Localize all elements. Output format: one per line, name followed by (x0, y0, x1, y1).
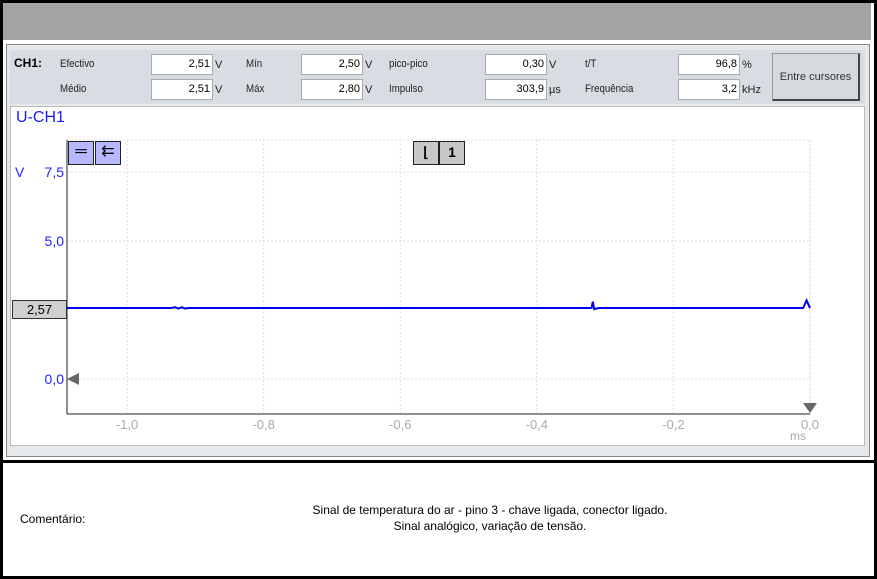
measure-value: 2,50 (301, 54, 363, 75)
measure-unit: kHz (742, 84, 761, 96)
measure-value: 2,80 (301, 79, 363, 100)
measure-unit: V (215, 59, 223, 71)
between-cursors-button[interactable]: Entre cursores (772, 53, 860, 101)
falling-edge-trigger-icon[interactable]: ⌊ (413, 141, 439, 165)
signal-trace (67, 297, 811, 311)
y-axis-unit: V (15, 164, 25, 180)
measure-unit: V (215, 84, 223, 96)
measure-label: Efectivo (60, 58, 95, 70)
title-bar (3, 3, 871, 40)
comment-section (3, 460, 874, 576)
channel-label: CH1: (14, 56, 43, 70)
y-tick-label: 0,0 (45, 371, 65, 387)
plot-title: U-CH1 (16, 109, 65, 126)
comment-line-2: Sinal analógico, variação de tensão. (393, 519, 587, 533)
measure-label: pico-pico (389, 58, 428, 70)
measure-value: 2,51 (151, 54, 213, 75)
measure-unit: V (365, 84, 373, 96)
zero-level-marker-icon (67, 372, 79, 385)
comment-line-1: Sinal de temperatura do ar - pino 3 - ch… (312, 503, 668, 517)
measure-label: t/T (585, 58, 597, 70)
measure-label: Impulso (389, 83, 423, 95)
measure-unit: V (549, 59, 557, 71)
y-tick-label: 5,0 (45, 233, 65, 249)
comment-text: Sinal de temperatura do ar - pino 3 - ch… (250, 502, 730, 534)
measure-unit: µs (549, 84, 561, 96)
measure-value: 303,9 (485, 79, 547, 100)
comment-label: Comentário: (20, 512, 86, 526)
x-tick-label: 0,0 (801, 417, 819, 432)
measure-value: 96,8 (678, 54, 740, 75)
measure-label: Médio (60, 83, 87, 95)
measure-unit: V (365, 59, 373, 71)
x-tick-label: -0,2 (662, 417, 684, 432)
measure-value: 0,30 (485, 54, 547, 75)
x-tick-label: -0,6 (389, 417, 411, 432)
measure-value: 2,51 (151, 79, 213, 100)
measure-value: 3,2 (678, 79, 740, 100)
measure-label: Mín (246, 58, 263, 70)
x-tick-label: -0,8 (252, 417, 274, 432)
trigger-position-marker-icon (803, 403, 817, 413)
measure-label: Frequência (585, 83, 634, 95)
x-axis-unit: ms (790, 429, 806, 443)
horizontal-lines-icon[interactable]: ═ (68, 141, 94, 165)
x-tick-label: -1,0 (116, 417, 138, 432)
y-tick-label: 7,5 (45, 164, 65, 180)
measure-unit: % (742, 59, 752, 71)
trigger-channel-button[interactable]: 1 (439, 141, 465, 165)
x-tick-label: -0,4 (526, 417, 548, 432)
arrow-left-lines-icon[interactable]: ⇇ (95, 141, 121, 165)
cursor-value-marker[interactable]: 2,57 (12, 300, 67, 319)
measure-label: Máx (246, 83, 265, 95)
plot-border (66, 139, 811, 415)
